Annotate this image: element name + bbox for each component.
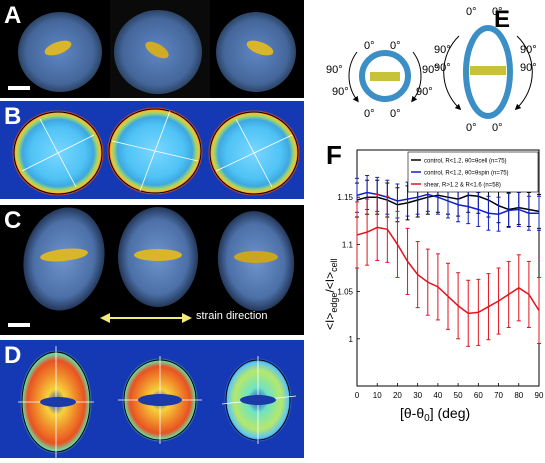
panel-b: B bbox=[0, 101, 304, 199]
x-tick-label: 60 bbox=[474, 391, 483, 400]
panel-label-d: D bbox=[4, 342, 22, 369]
panel-a-image bbox=[0, 0, 304, 98]
angle-label: 90° bbox=[416, 86, 433, 98]
panel-a: A bbox=[0, 0, 304, 98]
x-tick-label: 40 bbox=[433, 391, 442, 400]
x-axis-label: [θ-θ0] (deg) bbox=[400, 405, 470, 424]
chromosome-a2 bbox=[145, 41, 169, 59]
legend-entry: control, R<1.2, θ0=θspin (n=75) bbox=[424, 171, 509, 177]
angle-label: 90° bbox=[434, 62, 451, 74]
panel-f-chart: 0 10 20 30 40 50 60 70 80 90 1 1.05 1.1 1.15 control,… bbox=[323, 149, 544, 424]
angle-label: 0° bbox=[364, 40, 375, 52]
panel-label-b: B bbox=[4, 103, 22, 130]
panel-label-e: E bbox=[494, 6, 511, 33]
heatmap-d1 bbox=[18, 346, 94, 458]
x-tick-label: 10 bbox=[373, 391, 382, 400]
x-tick-label: 50 bbox=[454, 391, 463, 400]
series-line bbox=[356, 226, 540, 315]
panel-label-a: A bbox=[4, 2, 22, 29]
legend-box bbox=[407, 151, 539, 193]
scale-bar bbox=[8, 323, 30, 327]
x-tick-label: 0 bbox=[355, 391, 360, 400]
chromosome-c2 bbox=[134, 249, 182, 261]
panel-e: E 0° 0° 90° 90° 90° 90° 0° 0° 0° 0° 90° … bbox=[310, 0, 545, 140]
heatmap-b3 bbox=[208, 110, 300, 196]
angle-label: 0° bbox=[364, 108, 375, 120]
angle-label: 90° bbox=[434, 44, 451, 56]
legend-entry: control, R<1.2, θ0=θcell (n=75) bbox=[424, 159, 507, 165]
legend-entry: shear, R>1.2 & R<1.6 (n=58) bbox=[424, 183, 501, 189]
panel-c: C strain direction bbox=[0, 205, 304, 335]
x-tick-label: 20 bbox=[393, 391, 402, 400]
x-tick-label: 90 bbox=[535, 391, 544, 400]
panel-f: F 0 10 20 30 40 50 60 70 80 90 1 1.05 1.1 1.15 contro… bbox=[310, 140, 545, 458]
angle-label: 90° bbox=[332, 86, 349, 98]
panel-label-c: C bbox=[4, 207, 22, 234]
panel-e-diagram bbox=[348, 25, 533, 119]
y-tick-label: 1 bbox=[349, 335, 354, 344]
angle-label: 0° bbox=[492, 122, 503, 134]
strain-direction-label: strain direction bbox=[196, 310, 268, 322]
heatmap-d3 bbox=[221, 356, 297, 444]
scale-bar bbox=[8, 86, 30, 90]
x-tick-label: 30 bbox=[413, 391, 422, 400]
angle-label: 0° bbox=[390, 108, 401, 120]
angle-label: 0° bbox=[492, 6, 503, 18]
angle-label: 90° bbox=[520, 44, 537, 56]
y-tick-label: 1.1 bbox=[342, 240, 354, 249]
angle-label: 0° bbox=[390, 40, 401, 52]
strain-arrow bbox=[100, 313, 192, 323]
chromosome-a1 bbox=[44, 40, 72, 56]
angle-label: 90° bbox=[422, 64, 439, 76]
y-tick-label: 1.15 bbox=[337, 193, 353, 202]
x-tick-label: 70 bbox=[494, 391, 503, 400]
panel-d-image bbox=[0, 340, 304, 458]
round-cell-schematic bbox=[348, 50, 422, 103]
heatmap-b1 bbox=[12, 110, 104, 196]
angle-label: 90° bbox=[520, 62, 537, 74]
y-tick-label: 1.05 bbox=[337, 288, 353, 297]
elongated-cell-schematic bbox=[443, 25, 533, 119]
angle-label: 90° bbox=[326, 64, 343, 76]
heatmap-b2 bbox=[107, 107, 203, 195]
chromosome-c3 bbox=[234, 251, 278, 263]
angle-label: 0° bbox=[466, 6, 477, 18]
chromosome-c1 bbox=[40, 248, 88, 262]
panel-c-image bbox=[0, 205, 304, 335]
x-tick-label: 80 bbox=[514, 391, 523, 400]
series-e0141e bbox=[355, 193, 541, 347]
heatmap-d2 bbox=[118, 356, 202, 444]
panel-d: D bbox=[0, 340, 304, 458]
panel-label-f: F bbox=[326, 140, 342, 170]
angle-label: 0° bbox=[466, 122, 477, 134]
chromosome-a3 bbox=[246, 40, 274, 56]
panel-b-image bbox=[0, 101, 304, 199]
y-axis-label: <I>edge/<I>cell bbox=[323, 258, 339, 330]
